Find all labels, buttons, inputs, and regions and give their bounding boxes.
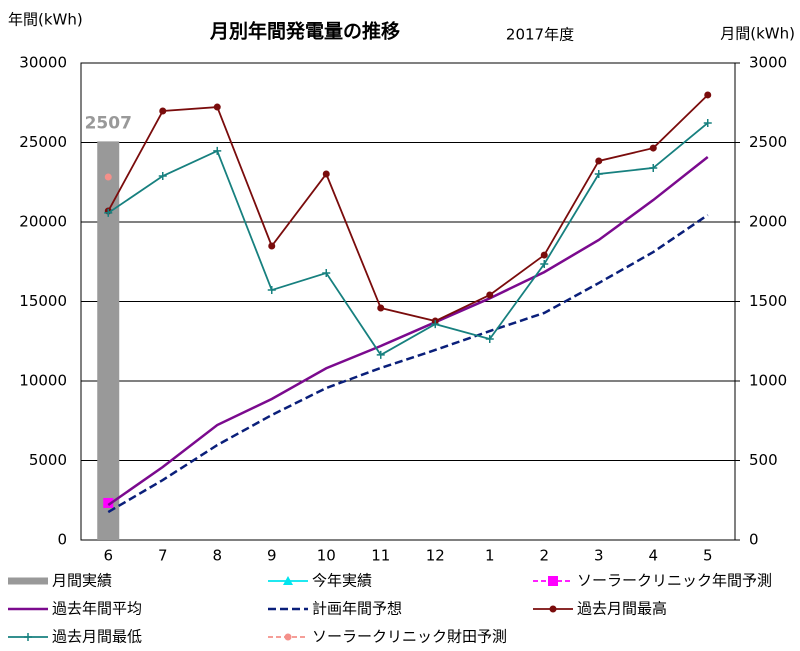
point: [104, 173, 112, 181]
point: [594, 169, 603, 178]
point: [103, 497, 114, 508]
legend-label: 過去月間最高: [577, 600, 667, 618]
point: [431, 320, 440, 329]
point: [267, 286, 276, 295]
legend-label: 月間実績: [52, 572, 112, 590]
y2-tick-label: 0: [749, 531, 759, 549]
x-tick-label: 11: [371, 547, 390, 565]
point: [703, 118, 712, 127]
point: [158, 172, 167, 181]
x-tick-label: 5: [703, 547, 713, 565]
series-line: [107, 213, 709, 514]
point: [268, 242, 276, 250]
point: [377, 304, 385, 312]
y-axis-label: 年間(kWh): [8, 11, 83, 29]
legend-marker: [24, 633, 32, 641]
y2-tick-label: 3000: [749, 54, 787, 72]
legend-label: ソーラークリニック財田予測: [312, 628, 507, 646]
point: [486, 291, 494, 299]
y-tick-label: 20000: [19, 213, 67, 231]
legend-label: 過去年間平均: [52, 600, 142, 618]
y-tick-label: 25000: [19, 133, 67, 151]
legend-label: ソーラークリニック年間予測: [577, 572, 772, 590]
point: [649, 144, 657, 152]
series-line: [107, 122, 709, 357]
y-tick-label: 30000: [19, 54, 67, 72]
point: [322, 269, 331, 278]
chart-title: 月別年間発電量の推移: [209, 20, 400, 43]
point: [104, 208, 113, 217]
point: [213, 146, 222, 155]
x-tick-label: 4: [648, 547, 658, 565]
bar: [97, 141, 120, 540]
legend-marker: [284, 633, 292, 641]
series-line: [107, 94, 709, 323]
legend-marker: [549, 605, 557, 613]
x-tick-label: 7: [158, 547, 168, 565]
y2-tick-label: 2000: [749, 213, 787, 231]
x-tick-label: 10: [317, 547, 336, 565]
y-tick-label: 0: [57, 531, 67, 549]
point: [704, 91, 712, 99]
legend-marker: [283, 576, 293, 585]
y2-tick-label: 2500: [749, 133, 787, 151]
point: [213, 103, 221, 111]
x-tick-label: 2: [539, 547, 549, 565]
point: [540, 251, 548, 259]
point: [376, 350, 385, 359]
y2-tick-label: 1500: [749, 292, 787, 310]
point: [322, 170, 330, 178]
legend-label: 過去月間最低: [52, 628, 142, 646]
series-line: [107, 155, 709, 507]
point: [159, 107, 167, 115]
subtitle: 2017年度: [506, 26, 574, 44]
x-tick-label: 1: [485, 547, 495, 565]
y2-tick-label: 1000: [749, 372, 787, 390]
x-tick-label: 9: [267, 547, 277, 565]
point: [649, 163, 658, 172]
plot-border: [80, 62, 736, 541]
x-tick-label: 12: [426, 547, 445, 565]
legend-label: 今年実績: [312, 572, 372, 590]
y-tick-label: 10000: [19, 372, 67, 390]
y2-axis-label: 月間(kWh): [720, 25, 795, 43]
legend-label: 計画年間予想: [312, 600, 402, 618]
legend-marker: [548, 576, 558, 586]
y2-tick-label: 500: [749, 451, 778, 469]
y-tick-label: 5000: [29, 451, 67, 469]
x-tick-label: 8: [212, 547, 222, 565]
data-label: 2507: [85, 113, 132, 133]
y-tick-label: 15000: [19, 292, 67, 310]
point: [595, 157, 603, 165]
x-tick-label: 6: [103, 547, 113, 565]
point: [485, 335, 494, 344]
point: [540, 259, 549, 268]
x-tick-label: 3: [594, 547, 604, 565]
